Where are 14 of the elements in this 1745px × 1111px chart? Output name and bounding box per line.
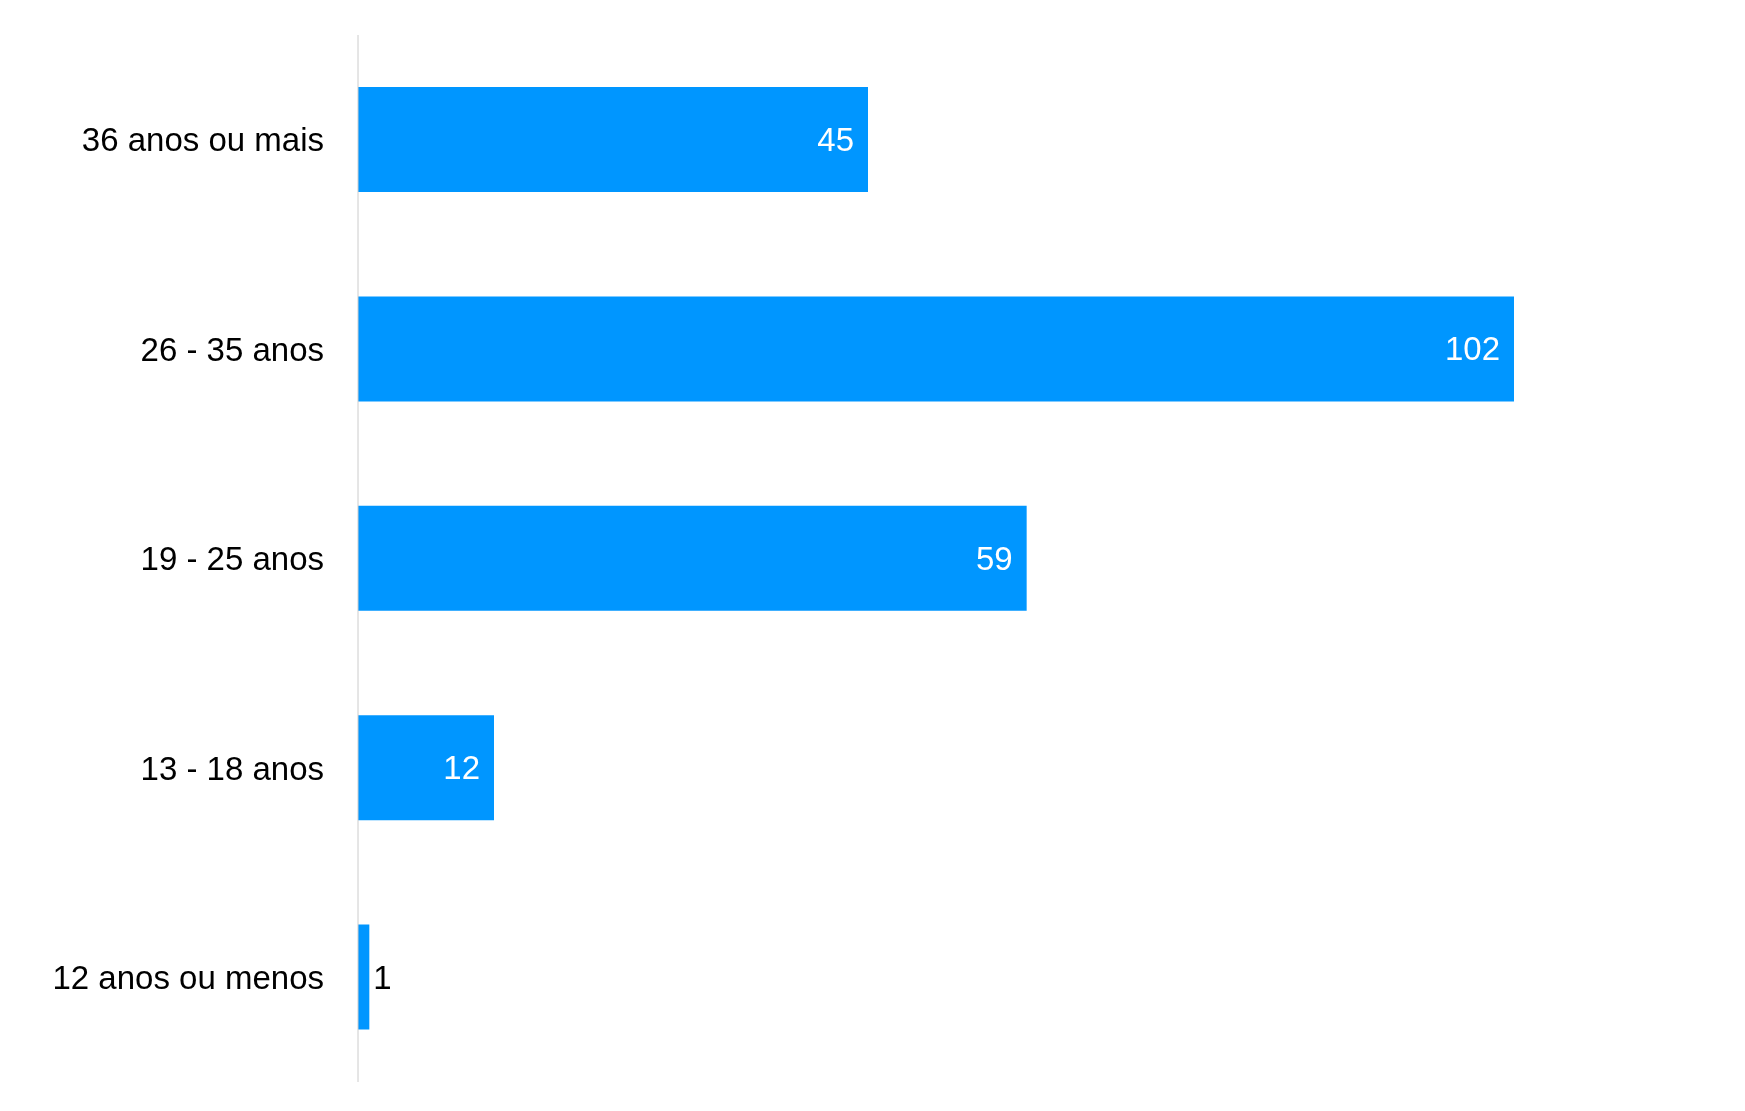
- y-tick-label: 13 - 18 anos: [140, 749, 324, 787]
- bar: [358, 715, 494, 821]
- data-label: 59: [975, 539, 1013, 577]
- data-label: 102: [1444, 330, 1500, 368]
- bar: [358, 87, 868, 192]
- data-label: 45: [817, 121, 854, 159]
- bar: [358, 505, 1027, 611]
- data-label: 1: [373, 958, 392, 996]
- y-tick-label: 26 - 35 anos: [140, 330, 324, 368]
- y-tick-label: 12 anos ou menos: [52, 959, 324, 997]
- y-tick-label: 36 anos ou mais: [81, 121, 324, 159]
- y-tick-label: 19 - 25 anos: [140, 540, 324, 578]
- bar: [358, 296, 1514, 402]
- data-label: 12: [443, 749, 480, 787]
